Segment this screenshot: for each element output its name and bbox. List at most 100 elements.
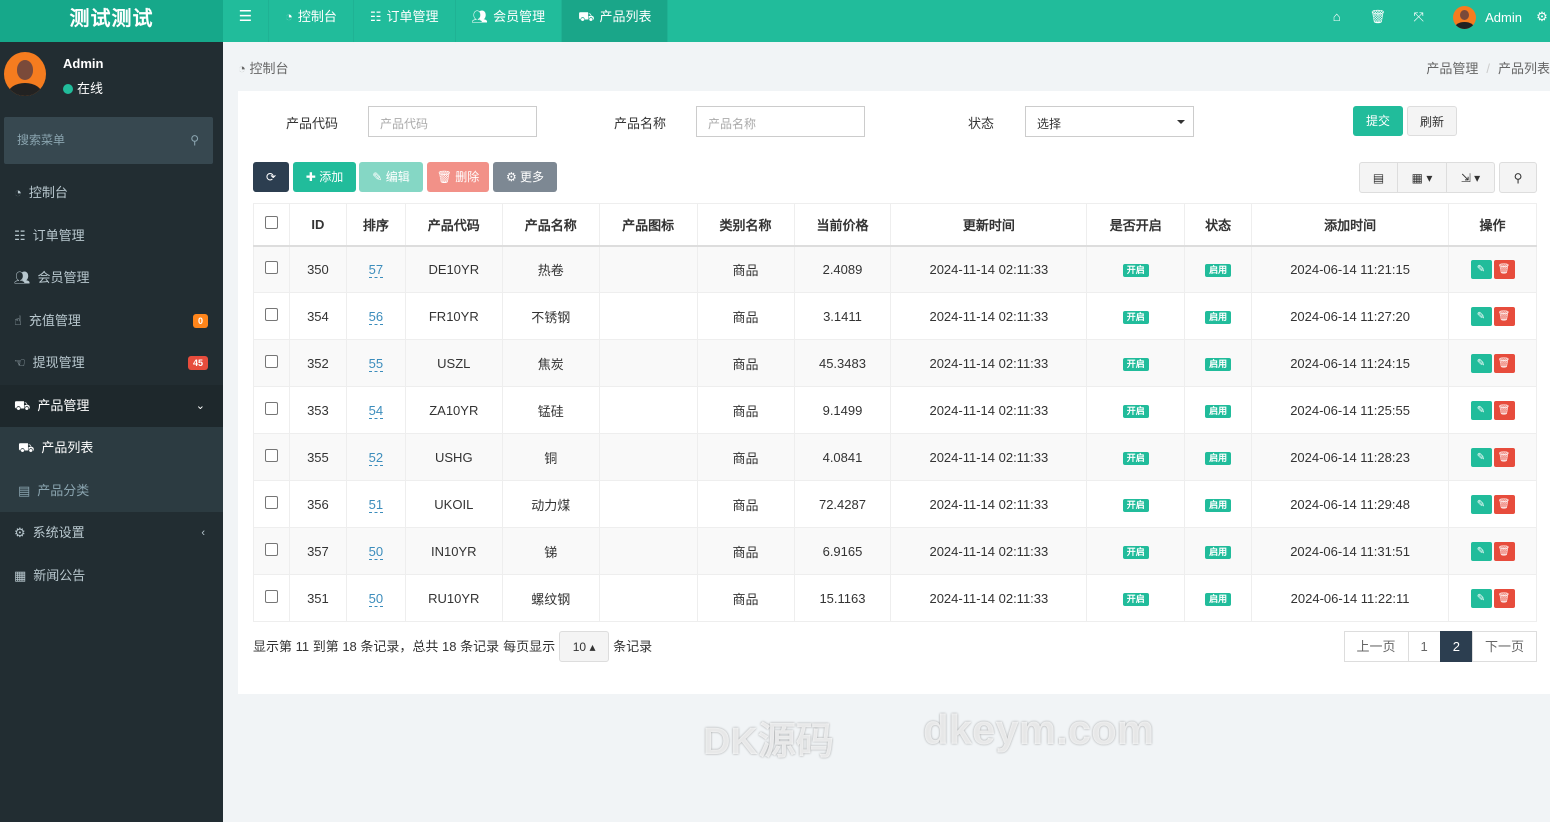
topnav-tab-products[interactable]: ⛟ 产品列表: [562, 0, 669, 42]
more-button[interactable]: ⚙ 更多: [493, 162, 557, 192]
home-icon[interactable]: ⌂: [1332, 9, 1341, 24]
sort-editable-link[interactable]: 54: [368, 402, 384, 419]
columns-dropdown-button[interactable]: ▦ ▾: [1398, 163, 1447, 192]
row-delete-button[interactable]: 🗑︎: [1493, 541, 1515, 561]
sidebar-item-withdraw[interactable]: ☜ 提现管理 45: [0, 342, 223, 385]
search-icon[interactable]: ⚲: [190, 133, 199, 147]
sort-editable-link[interactable]: 56: [368, 308, 384, 325]
cell-code: FR10YR: [404, 292, 503, 340]
sidebar-toggle-button[interactable]: ☰: [223, 0, 269, 42]
open-toggle[interactable]: 开启: [1122, 593, 1149, 606]
add-button[interactable]: ✚ 添加: [293, 162, 356, 192]
row-checkbox[interactable]: [253, 386, 290, 434]
row-edit-button[interactable]: ✎: [1470, 353, 1492, 373]
row-delete-button[interactable]: 🗑︎: [1493, 400, 1515, 420]
status-select[interactable]: 选择: [1025, 106, 1194, 137]
row-edit-button[interactable]: ✎: [1470, 541, 1492, 561]
select-all-checkbox[interactable]: [253, 203, 290, 247]
trash-icon[interactable]: 🗑︎: [1369, 9, 1386, 24]
page-1-button[interactable]: 1: [1407, 631, 1441, 662]
sidebar-item-orders[interactable]: ☷ 订单管理: [0, 215, 223, 258]
row-delete-button[interactable]: 🗑︎: [1493, 353, 1515, 373]
pencil-icon: ✎: [1476, 263, 1486, 275]
sidebar-item-product-category[interactable]: ▤ 产品分类: [0, 469, 223, 512]
edit-button[interactable]: ✎ 编辑: [359, 162, 423, 192]
row-edit-button[interactable]: ✎: [1470, 400, 1492, 420]
sort-editable-link[interactable]: 51: [368, 496, 384, 513]
row-delete-button[interactable]: 🗑︎: [1493, 588, 1515, 608]
breadcrumb-item[interactable]: 产品管理: [1426, 61, 1479, 76]
search-toggle-button[interactable]: ⚲: [1499, 162, 1537, 193]
submit-button[interactable]: 提交: [1353, 106, 1403, 136]
pencil-icon: ✎: [372, 170, 386, 184]
col-sort[interactable]: 排序: [345, 203, 406, 247]
row-checkbox[interactable]: [253, 480, 290, 528]
reset-button[interactable]: 刷新: [1407, 106, 1457, 136]
page-size-dropdown[interactable]: 10 ▴: [559, 631, 610, 662]
refresh-icon: ⟳: [265, 170, 277, 184]
sort-editable-link[interactable]: 52: [368, 449, 384, 466]
sort-editable-link[interactable]: 55: [368, 355, 384, 372]
export-dropdown-button[interactable]: ⇲ ▾: [1447, 163, 1494, 192]
refresh-button[interactable]: ⟳: [253, 162, 289, 192]
row-checkbox[interactable]: [253, 245, 290, 293]
cell-open: 开启: [1086, 433, 1186, 481]
cell-actions: ✎ 🗑︎: [1448, 339, 1537, 387]
sidebar-search-input[interactable]: 搜索菜单 ⚲: [4, 117, 213, 164]
open-toggle[interactable]: 开启: [1122, 499, 1149, 512]
row-checkbox[interactable]: [253, 527, 290, 575]
open-toggle[interactable]: 开启: [1122, 546, 1149, 559]
next-page-button[interactable]: 下一页: [1471, 631, 1537, 662]
sidebar-item-settings[interactable]: ⚙ 系统设置 ‹: [0, 512, 223, 555]
row-checkbox[interactable]: [253, 292, 290, 340]
open-toggle[interactable]: 开启: [1122, 405, 1149, 418]
row-delete-button[interactable]: 🗑︎: [1493, 447, 1515, 467]
app-logo[interactable]: 测试测试: [0, 0, 223, 42]
open-toggle[interactable]: 开启: [1122, 358, 1149, 371]
topnav-tab-orders[interactable]: ☷ 订单管理: [354, 0, 456, 42]
row-delete-button[interactable]: 🗑︎: [1493, 306, 1515, 326]
sort-editable-link[interactable]: 57: [368, 261, 384, 278]
cell-sort: 52: [345, 433, 406, 481]
toggle-view-button[interactable]: ▤: [1360, 163, 1398, 192]
sidebar-item-recharge[interactable]: ☝ 充值管理 0: [0, 300, 223, 343]
open-toggle[interactable]: 开启: [1122, 452, 1149, 465]
breadcrumb: 产品管理 / 产品列表: [1426, 61, 1550, 76]
sidebar-item-news[interactable]: ▦ 新闻公告: [0, 555, 223, 598]
row-edit-button[interactable]: ✎: [1470, 447, 1492, 467]
row-checkbox[interactable]: [253, 433, 290, 481]
open-toggle[interactable]: 开启: [1122, 311, 1149, 324]
row-checkbox[interactable]: [253, 339, 290, 387]
row-checkbox[interactable]: [253, 574, 290, 622]
pagination: 上一页 1 2 下一页: [1343, 631, 1537, 662]
row-edit-button[interactable]: ✎: [1470, 259, 1492, 279]
fullscreen-icon[interactable]: ⤧: [1413, 9, 1424, 24]
row-delete-button[interactable]: 🗑︎: [1493, 259, 1515, 279]
sidebar-item-products[interactable]: ⛟ 产品管理 ⌄: [0, 384, 223, 427]
col-open: 是否开启: [1086, 203, 1186, 247]
cell-actions: ✎ 🗑︎: [1448, 292, 1537, 340]
row-delete-button[interactable]: 🗑︎: [1493, 494, 1515, 514]
col-id[interactable]: ID: [288, 203, 347, 247]
sort-editable-link[interactable]: 50: [368, 543, 384, 560]
sidebar-item-members[interactable]: 👥︎ 会员管理: [0, 257, 223, 300]
cell-updated: 2024-11-14 02:11:33: [890, 527, 1088, 575]
cell-name: 锑: [501, 527, 600, 575]
topnav-tab-dashboard[interactable]: ◔ 控制台: [269, 0, 354, 42]
sort-editable-link[interactable]: 50: [368, 590, 384, 607]
row-edit-button[interactable]: ✎: [1470, 588, 1492, 608]
code-input[interactable]: 产品代码: [368, 106, 537, 137]
sidebar-item-product-list[interactable]: ⛟ 产品列表: [0, 427, 223, 470]
user-menu[interactable]: Admin: [1439, 0, 1534, 42]
page-2-button[interactable]: 2: [1439, 631, 1473, 662]
gears-icon[interactable]: ⚙: [1536, 9, 1548, 24]
sidebar-item-dashboard[interactable]: ◔ 控制台: [0, 172, 223, 215]
open-toggle[interactable]: 开启: [1122, 264, 1149, 278]
delete-button[interactable]: 🗑︎ 删除: [427, 162, 489, 192]
row-edit-button[interactable]: ✎: [1470, 306, 1492, 326]
prev-page-button[interactable]: 上一页: [1343, 631, 1409, 662]
topnav-tab-members[interactable]: 👥︎ 会员管理: [456, 0, 563, 42]
avatar: [4, 52, 46, 96]
row-edit-button[interactable]: ✎: [1470, 494, 1492, 514]
name-input[interactable]: 产品名称: [696, 106, 865, 137]
